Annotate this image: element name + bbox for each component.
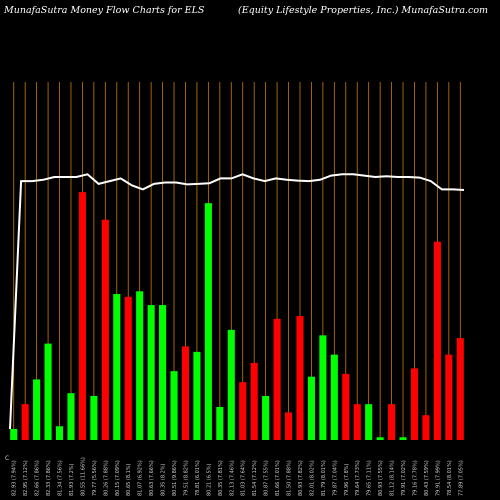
x-tick-label: 78.81 (6.01%) (195, 460, 201, 496)
x-tick-label: 77.89 (7.05%) (458, 460, 464, 496)
x-tick-labels: 82.93 (7.94%) 82.95 (7.12%) 82.66 (7.86%) 8… (12, 457, 465, 496)
bar (90, 395, 98, 440)
bar (113, 294, 121, 440)
x-tick-label: 80.65 (8.1%) (126, 463, 132, 496)
bar (193, 351, 201, 440)
x-tick-label: 79.87 (7.04%) (332, 460, 338, 496)
x-tick-label: 81.54 (7.12%) (252, 460, 258, 496)
bar (67, 393, 75, 440)
bar (422, 415, 430, 440)
x-tick-label: 81.66 (7.01%) (275, 460, 281, 496)
bar (21, 404, 29, 440)
bar (376, 437, 384, 440)
x-tick-label: 81.93 (7.2%) (69, 463, 75, 496)
bar (273, 318, 281, 440)
x-tick-label: 80.55 (11.66%) (80, 457, 86, 496)
x-tick-label: 81.79 (8.01%) (321, 460, 327, 496)
x-tick-label: 80.35 (7.81%) (218, 460, 224, 496)
x-tick-label: 80.51 (9.86%) (172, 460, 178, 496)
x-tick-label: 82.13 (7.46%) (229, 460, 235, 496)
bar (307, 376, 315, 440)
bar (78, 192, 86, 440)
bar (227, 329, 235, 440)
bar (319, 335, 327, 440)
x-tick-label: 79.77 (5.56%) (92, 460, 98, 496)
bar (181, 346, 190, 440)
bar (445, 354, 453, 440)
x-tick-label: 79.65 (7.11%) (367, 460, 373, 496)
x-tick-label: 80.26 (7.88%) (103, 460, 109, 496)
x-tick-label: 81.34 (7.56%) (58, 460, 64, 496)
bar (55, 426, 64, 440)
x-tick-label: 79.96 (7.8%) (344, 463, 350, 496)
bar (433, 241, 441, 440)
x-tick-label: 79.64 (7.73%) (355, 460, 361, 496)
bar (136, 291, 144, 440)
x-tick-label: 82.66 (7.86%) (35, 460, 41, 496)
baseline-label: C (5, 455, 9, 462)
x-tick-label: 82.95 (7.12%) (23, 460, 29, 496)
x-tick-label: 81.12 (8.14%) (390, 460, 396, 496)
bar (101, 219, 109, 440)
bar (262, 395, 270, 440)
x-tick-label: 79.51 (8.82%) (183, 460, 189, 496)
bar (147, 305, 155, 440)
x-tick-label: 80.63 (7.66%) (149, 460, 155, 496)
bar (124, 296, 132, 440)
x-tick-label: 80.87 (7.55%) (264, 460, 270, 496)
x-tick-label: 79.91 (7.02%) (401, 460, 407, 496)
bar (239, 382, 247, 440)
bar (353, 404, 361, 440)
bar (388, 404, 396, 440)
x-tick-label: 80.93 (7.55%) (378, 460, 384, 496)
x-tick-label: 80.21 (6.5%) (206, 463, 212, 496)
x-tick-label: 81.50 (7.88%) (287, 460, 293, 496)
bar (33, 379, 41, 440)
x-tick-label: 82.93 (7.94%) (12, 460, 18, 496)
bar (365, 404, 373, 440)
bar (410, 368, 419, 440)
bar (330, 354, 338, 440)
bar (456, 338, 464, 440)
bar (250, 362, 258, 440)
x-tick-label: 81.07 (6.92%) (138, 460, 144, 496)
x-tick-label: 82.33 (7.86%) (46, 460, 52, 496)
x-tick-label: 78.54 (8.01%) (447, 460, 453, 496)
bar (44, 343, 52, 440)
bars-group (10, 192, 464, 440)
x-tick-label: 80.35 (8.2%) (161, 463, 167, 496)
x-tick-label: 80.15 (7.09%) (115, 460, 121, 496)
x-tick-label: 79.91 (7.99%) (435, 460, 441, 496)
x-tick-label: 80.93 (7.82%) (298, 460, 304, 496)
header-right: (Equity Lifestyle Properties, Inc.) Muna… (238, 5, 488, 16)
x-tick-label: 82.01 (8.02%) (309, 460, 315, 496)
x-tick-label: 79.16 (7.78%) (412, 460, 418, 496)
bar (159, 305, 167, 440)
bar (399, 437, 407, 440)
bar (170, 371, 178, 440)
bar (216, 406, 224, 440)
money-flow-line (9, 173, 465, 430)
bar (296, 316, 304, 440)
x-tick-label: 80.43 (7.59%) (424, 460, 430, 496)
bar (342, 373, 350, 440)
header-left: MunafaSutra Money Flow Charts for ELS (3, 5, 205, 16)
x-tick-label: 81.03 (7.64%) (241, 460, 247, 496)
bar (284, 412, 293, 440)
bar (204, 203, 212, 440)
bar (10, 428, 18, 440)
